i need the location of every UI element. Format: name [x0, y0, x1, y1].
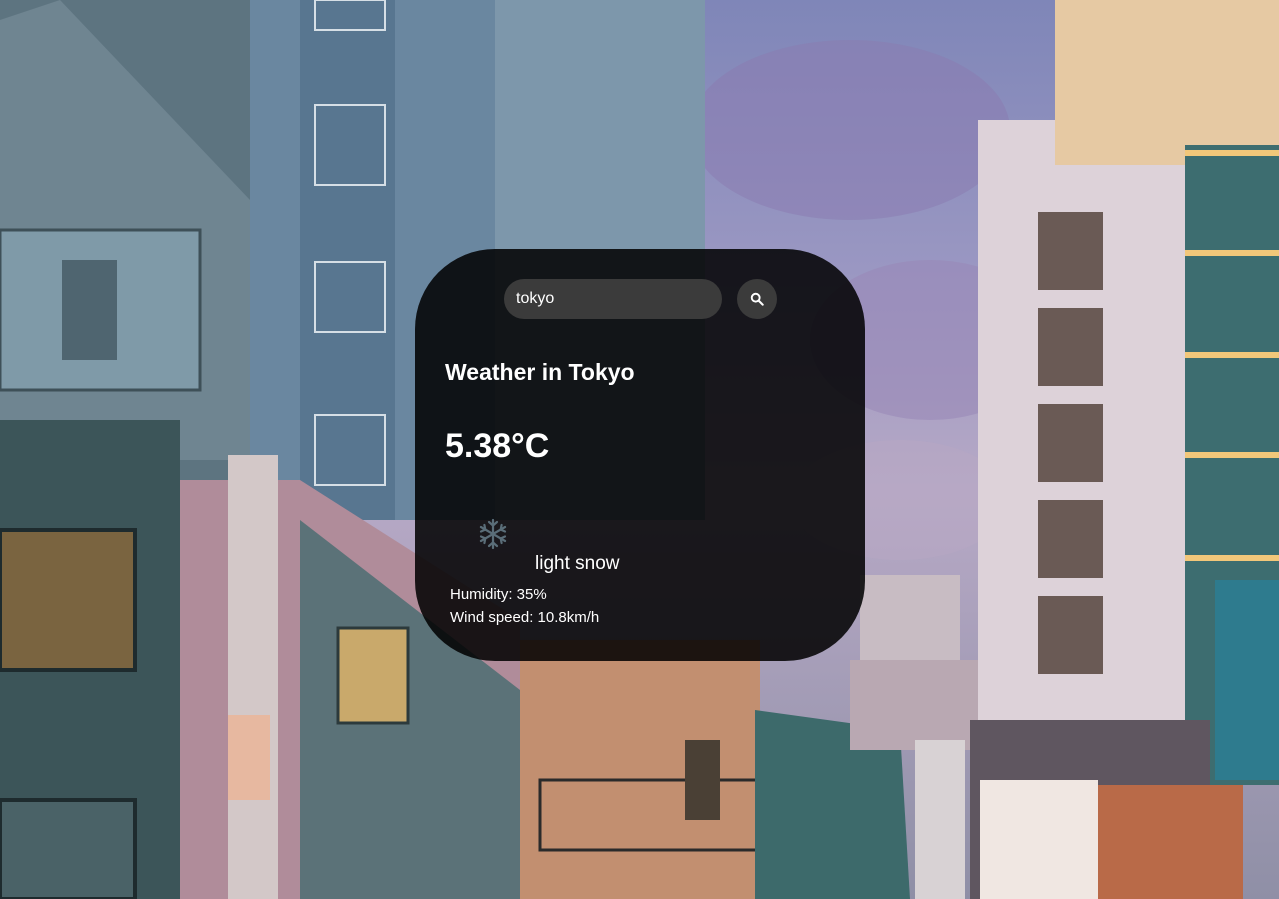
weather-description: light snow — [535, 553, 620, 574]
search-icon — [750, 292, 764, 306]
search-button[interactable] — [737, 279, 777, 319]
snowflake-icon — [479, 518, 507, 550]
humidity-readout: Humidity: 35% — [450, 586, 547, 603]
weather-card: Weather in Tokyo 5.38°C light snow Humid… — [415, 249, 865, 661]
search-bar — [504, 279, 779, 319]
temperature-readout: 5.38°C — [445, 427, 550, 465]
wind-speed-readout: Wind speed: 10.8km/h — [450, 609, 600, 626]
city-heading: Weather in Tokyo — [445, 359, 635, 385]
search-input[interactable] — [504, 279, 722, 319]
